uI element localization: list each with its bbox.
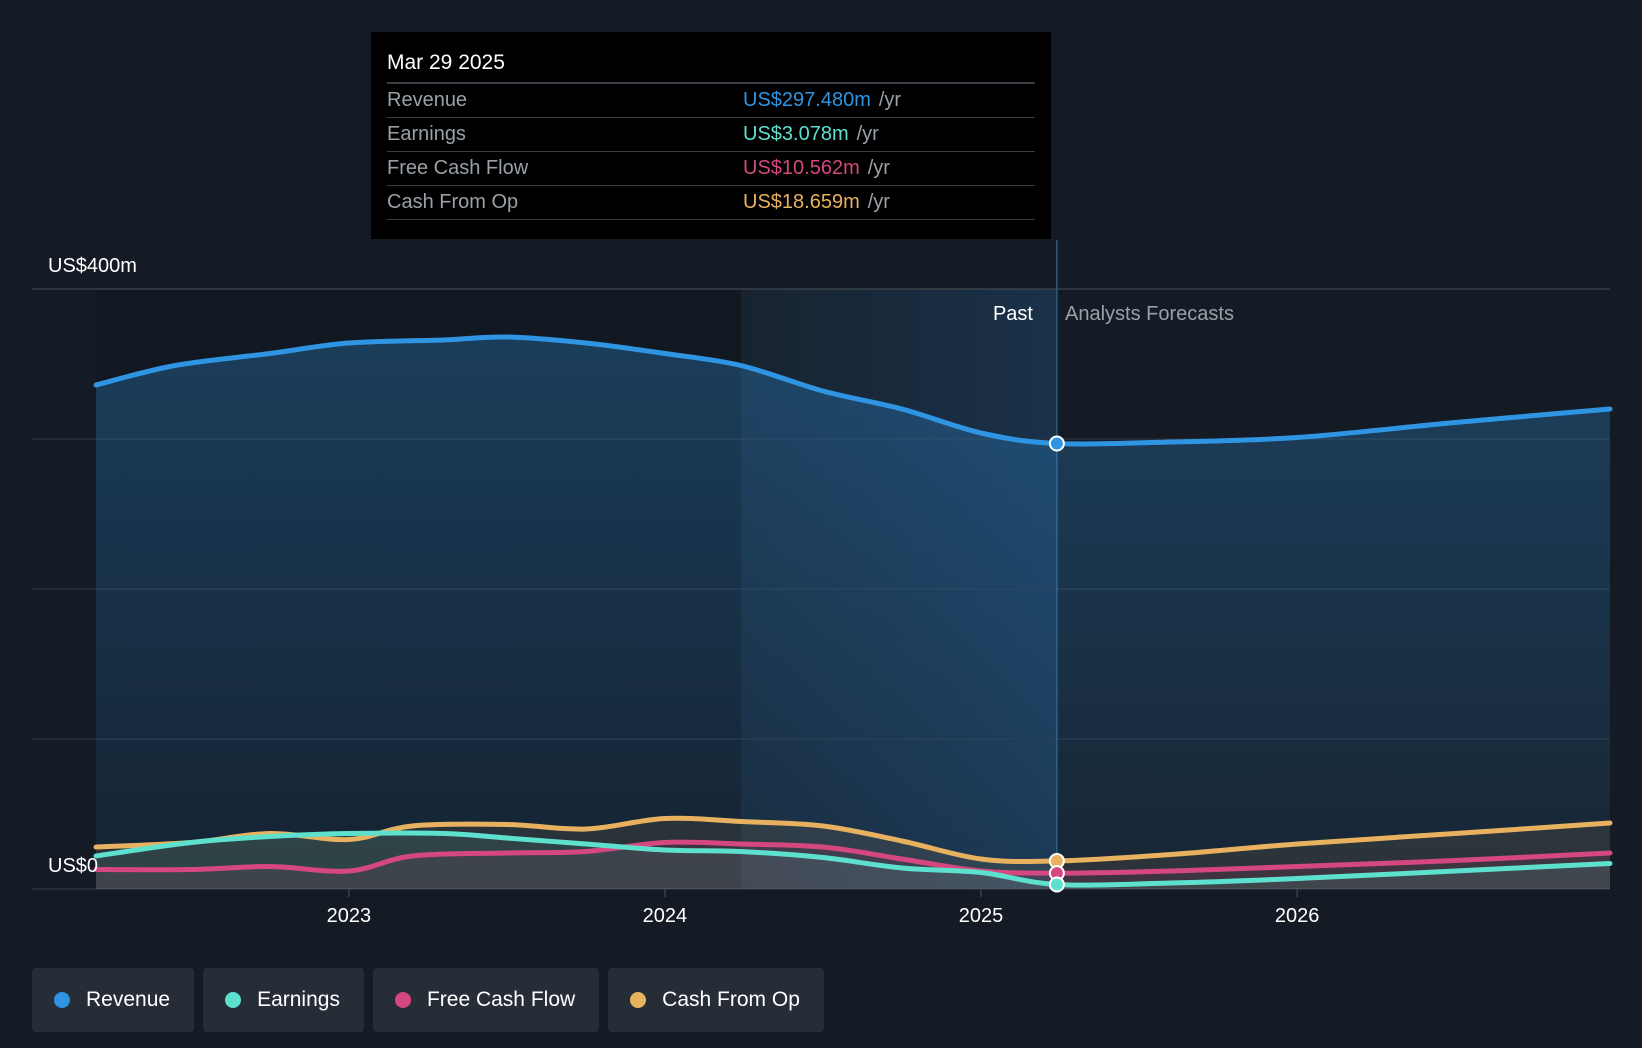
legend: Revenue Earnings Free Cash Flow Cash Fro… <box>32 968 824 1032</box>
tooltip-value: US$10.562m <box>743 157 860 179</box>
tooltip-value: US$297.480m <box>743 89 871 111</box>
legend-item-earnings[interactable]: Earnings <box>203 968 364 1032</box>
series-areas <box>96 336 1610 890</box>
tooltip-row-free-cash-flow: Free Cash Flow US$10.562m /yr <box>387 152 1035 186</box>
tooltip-date: Mar 29 2025 <box>387 44 1035 84</box>
tooltip-value: US$3.078m <box>743 123 849 145</box>
tooltip-label: Revenue <box>387 89 468 111</box>
revenue-area <box>96 336 1610 890</box>
earnings-line <box>93 830 1613 888</box>
tooltip-unit: /yr <box>878 89 902 111</box>
earnings-area <box>96 833 1610 889</box>
revenue-marker <box>1048 435 1065 452</box>
legend-label: Earnings <box>257 988 340 1011</box>
tooltip-unit: /yr <box>867 191 890 213</box>
legend-label: Cash From Op <box>662 988 800 1011</box>
chart-canvas: US$400m US$0 Past Analysts Forecasts 202… <box>32 240 1613 927</box>
y-axis-top-label: US$400m <box>48 255 137 277</box>
cfo-line <box>93 815 1613 865</box>
x-tick-label: 2026 <box>1275 905 1320 927</box>
x-tick-label: 2023 <box>327 905 372 927</box>
tooltip-label: Free Cash Flow <box>387 157 529 179</box>
tooltip-unit: /yr <box>856 123 879 145</box>
tooltip-row-earnings: Earnings US$3.078m /yr <box>387 118 1035 152</box>
y-axis-bottom-label: US$0 <box>48 855 98 877</box>
tooltip-value: US$18.659m <box>743 191 860 213</box>
tooltip-row-cash-from-op: Cash From Op US$18.659m /yr <box>387 186 1035 220</box>
cash-from-op-dot-icon <box>630 992 647 1008</box>
series-lines <box>93 334 1613 888</box>
legend-label: Revenue <box>86 988 171 1011</box>
tooltip-label: Earnings <box>387 123 466 145</box>
legend-item-free-cash-flow[interactable]: Free Cash Flow <box>372 968 600 1032</box>
past-label: Past <box>993 303 1033 325</box>
series-markers <box>1048 435 1065 893</box>
chart-labels: US$400m US$0 Past Analysts Forecasts <box>48 255 1234 877</box>
tooltip-unit: /yr <box>867 157 890 179</box>
x-tick-label: 2025 <box>959 905 1004 927</box>
fcf-line <box>93 839 1613 876</box>
x-axis-ticks: 2023 2024 2025 2026 <box>327 889 1320 927</box>
tooltip-label: Cash From Op <box>387 191 519 213</box>
revenue-line <box>93 334 1613 447</box>
revenue-dot-icon <box>54 992 70 1008</box>
legend-item-cash-from-op[interactable]: Cash From Op <box>608 968 824 1032</box>
tooltip: Mar 29 2025 Revenue US$297.480m /yr Earn… <box>371 32 1051 239</box>
earnings-dot-icon <box>225 992 242 1008</box>
legend-item-revenue[interactable]: Revenue <box>32 968 195 1032</box>
tooltip-row-revenue: Revenue US$297.480m /yr <box>387 84 1035 118</box>
x-tick-label: 2024 <box>643 905 688 927</box>
legend-label: Free Cash Flow <box>426 988 576 1011</box>
forecast-label: Analysts Forecasts <box>1065 303 1234 325</box>
free-cash-flow-dot-icon <box>394 992 411 1008</box>
earnings-marker <box>1048 876 1065 893</box>
